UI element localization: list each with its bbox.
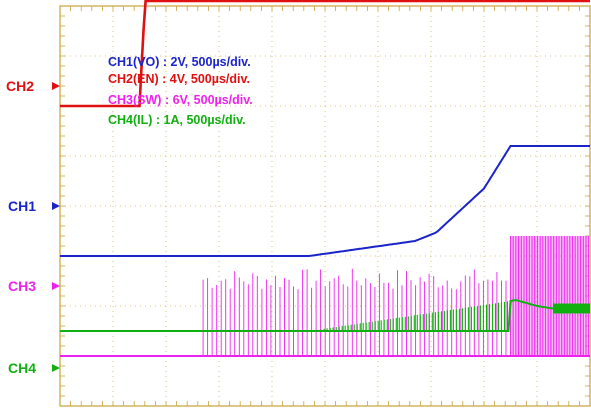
ch2-label: CH2: [6, 78, 34, 94]
legend-ch2: CH2(EN) : 4V, 500µs/div.: [108, 72, 250, 86]
ch3-switching-burst: [510, 236, 589, 356]
channel-markers: [52, 82, 60, 372]
ch1-waveform: [60, 145, 590, 257]
legend-ch3: CH3(SW) : 6V, 500µs/div.: [108, 93, 253, 107]
ch4-ground-marker: [52, 364, 60, 372]
legend-ch4: CH4(IL) : 1A, 500µs/div.: [108, 113, 246, 127]
ch4-trace: [60, 299, 590, 332]
ch4-waveform: [60, 299, 590, 332]
waveforms: [60, 0, 590, 357]
ch1-label: CH1: [8, 198, 36, 214]
ch2-ground-marker: [52, 82, 60, 90]
ch4-label: CH4: [8, 360, 36, 376]
legend: CH1(VO) : 2V, 500µs/div. CH2(EN) : 4V, 5…: [108, 55, 253, 127]
ch1-trace: [60, 145, 590, 257]
legend-ch1: CH1(VO) : 2V, 500µs/div.: [108, 55, 251, 69]
ch3-ground-marker: [52, 282, 60, 290]
ch1-ground-marker: [52, 202, 60, 210]
ch2-waveform: [60, 0, 590, 108]
ch3-label: CH3: [8, 278, 36, 294]
ch2-trace: [60, 0, 590, 108]
ch4-ripple: [311, 301, 509, 331]
ch3-switching-burst: [202, 268, 507, 356]
